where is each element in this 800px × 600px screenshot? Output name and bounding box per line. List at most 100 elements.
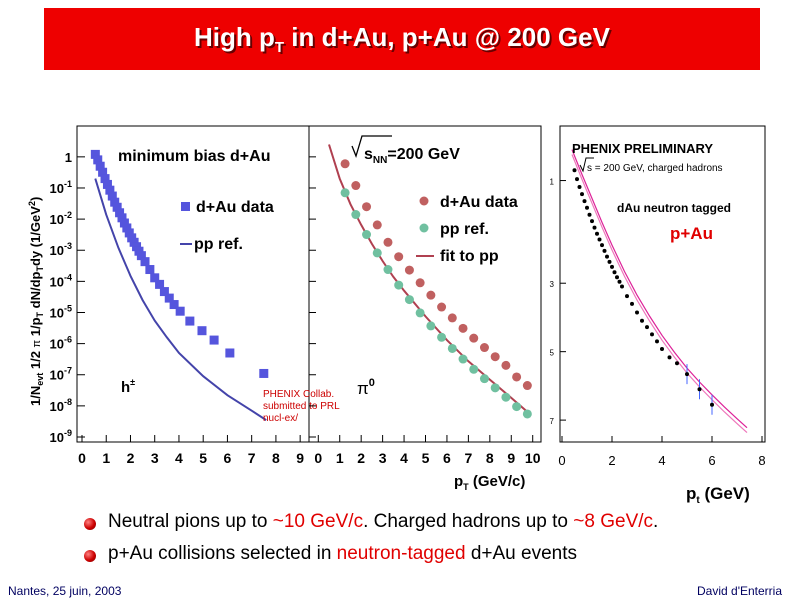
legend-label: d+Au data bbox=[196, 199, 274, 216]
dau-data-point bbox=[93, 155, 103, 165]
bullet-fragment: p+Au collisions selected in bbox=[108, 543, 337, 564]
pi0-dau-point bbox=[447, 313, 457, 323]
pi0-pp-point bbox=[437, 332, 447, 342]
pi0-dau-point bbox=[522, 381, 532, 391]
x-tick-label: 6 bbox=[443, 450, 451, 466]
phenix-collab-note: nucl-ex/ bbox=[263, 413, 298, 424]
pau-data-point bbox=[685, 372, 689, 377]
pau-data-point bbox=[572, 168, 577, 173]
pau-data-point bbox=[597, 237, 602, 242]
pau-band-lower bbox=[571, 154, 748, 434]
text-segment: ) bbox=[28, 197, 43, 201]
pau-data-point bbox=[592, 225, 597, 230]
dau-data-point bbox=[209, 335, 219, 345]
y-tick-label: 10-3 bbox=[50, 241, 72, 258]
x-tick-label: 3 bbox=[379, 450, 387, 466]
pau-data-point bbox=[617, 279, 622, 284]
pi0-pp-point bbox=[394, 280, 404, 290]
text-segment: 1/N bbox=[28, 386, 43, 406]
dau-data-point bbox=[159, 287, 169, 297]
y-axis-label: 1/Nevt 1/2 π 1/pT dN/dpTdy (1/GeV2) bbox=[27, 197, 45, 406]
y-tick-label: 10-4 bbox=[50, 272, 72, 289]
dau-data-point bbox=[140, 257, 150, 267]
text-segment: 1/p bbox=[28, 317, 43, 339]
pi0-pp-point bbox=[404, 295, 414, 305]
bullet-fragment: ~8 GeV/c bbox=[573, 511, 654, 532]
pi0-dau-point bbox=[469, 333, 479, 343]
legend-label: d+Au data bbox=[440, 194, 518, 211]
pau-data-point bbox=[630, 301, 634, 306]
text-segment: -4 bbox=[64, 272, 72, 282]
pi0-pp-point bbox=[372, 248, 382, 258]
x-tick-label: 8 bbox=[486, 450, 494, 466]
x-tick-label: 5 bbox=[199, 450, 207, 466]
dau-data-point bbox=[115, 208, 125, 218]
pp-ref-line bbox=[94, 178, 267, 421]
dau-data-point bbox=[185, 316, 195, 326]
x-tick-label: 2 bbox=[357, 450, 365, 466]
x-tick-label: 6 bbox=[708, 453, 715, 468]
dau-data-point bbox=[197, 326, 207, 336]
phenix-collab-note: submitted to PRL bbox=[263, 401, 340, 412]
text-segment: NN bbox=[373, 155, 387, 166]
text-segment: T bbox=[35, 311, 45, 317]
text-segment: s bbox=[364, 146, 373, 163]
pi0-dau-point bbox=[415, 278, 425, 288]
x-tick-label: 0 bbox=[78, 450, 86, 466]
text-segment: -1 bbox=[64, 179, 72, 189]
figure-panel: 110-110-210-310-410-510-610-710-810-90 1 2… bbox=[27, 125, 766, 506]
pi0-pp-point bbox=[490, 383, 500, 393]
y-tick-label: 7 bbox=[550, 417, 555, 426]
pau-data-point bbox=[635, 310, 639, 315]
dau-data-point bbox=[155, 279, 165, 289]
pau-data-point bbox=[640, 318, 644, 323]
x-tick-label: 9 bbox=[507, 450, 515, 466]
pi0-dau-point bbox=[426, 290, 436, 300]
text-segment: -6 bbox=[64, 335, 72, 345]
text-segment: 10 bbox=[50, 399, 64, 414]
text-segment: -2 bbox=[64, 210, 72, 220]
pau-data-point bbox=[590, 219, 594, 224]
dau-data-point bbox=[90, 149, 100, 159]
middle-x-axis-label: pT (GeV/c) bbox=[454, 473, 525, 492]
pau-data-point bbox=[710, 402, 714, 407]
text-segment: 0 bbox=[369, 377, 375, 389]
phenix-collab-note: PHENIX Collab. bbox=[263, 389, 334, 400]
x-tick-label: 4 bbox=[175, 450, 183, 466]
pau-data-point bbox=[610, 264, 614, 269]
bullet-fragment: . Charged hadrons up to bbox=[363, 511, 574, 532]
pau-data-point bbox=[600, 243, 604, 248]
sqrt-symbol bbox=[579, 157, 594, 173]
pi0-pp-point bbox=[501, 392, 511, 402]
text-segment: (GeV/c) bbox=[469, 473, 526, 490]
bullet-fragment: d+Au events bbox=[465, 543, 578, 564]
dau-data-point bbox=[117, 213, 127, 223]
sqrt-symbol bbox=[351, 135, 392, 158]
x-tick-label: 2 bbox=[127, 450, 135, 466]
x-tick-label: 4 bbox=[658, 453, 665, 468]
pau-data-point bbox=[580, 192, 584, 197]
text-segment: T bbox=[463, 482, 469, 492]
pi0-pp-point bbox=[340, 188, 350, 198]
text-segment: 10 bbox=[50, 337, 64, 352]
dau-data-point bbox=[225, 348, 235, 358]
pau-label: p+Au bbox=[670, 224, 713, 243]
dau-data-point bbox=[145, 265, 155, 275]
pi0-dau-point bbox=[362, 202, 372, 212]
text-segment: 1 bbox=[65, 150, 72, 165]
pi0-dau-point bbox=[437, 302, 447, 312]
x-tick-label: 1 bbox=[102, 450, 110, 466]
text-segment: (GeV) bbox=[700, 484, 750, 503]
dau-data-point bbox=[112, 202, 122, 212]
dau-data-point bbox=[100, 174, 110, 184]
pi0-pp-point bbox=[383, 265, 393, 275]
pi0-dau-point bbox=[404, 265, 414, 275]
dau-data-point bbox=[175, 306, 185, 316]
text-segment: p bbox=[454, 473, 463, 490]
right-panel-title: PHENIX PRELIMINARY bbox=[572, 141, 713, 156]
pau-data-point bbox=[620, 284, 624, 289]
pau-band-upper bbox=[571, 149, 748, 429]
y-tick-label: 1 bbox=[65, 150, 72, 165]
pi0-pp-point bbox=[351, 210, 361, 220]
pi0-pp-point bbox=[458, 354, 468, 364]
